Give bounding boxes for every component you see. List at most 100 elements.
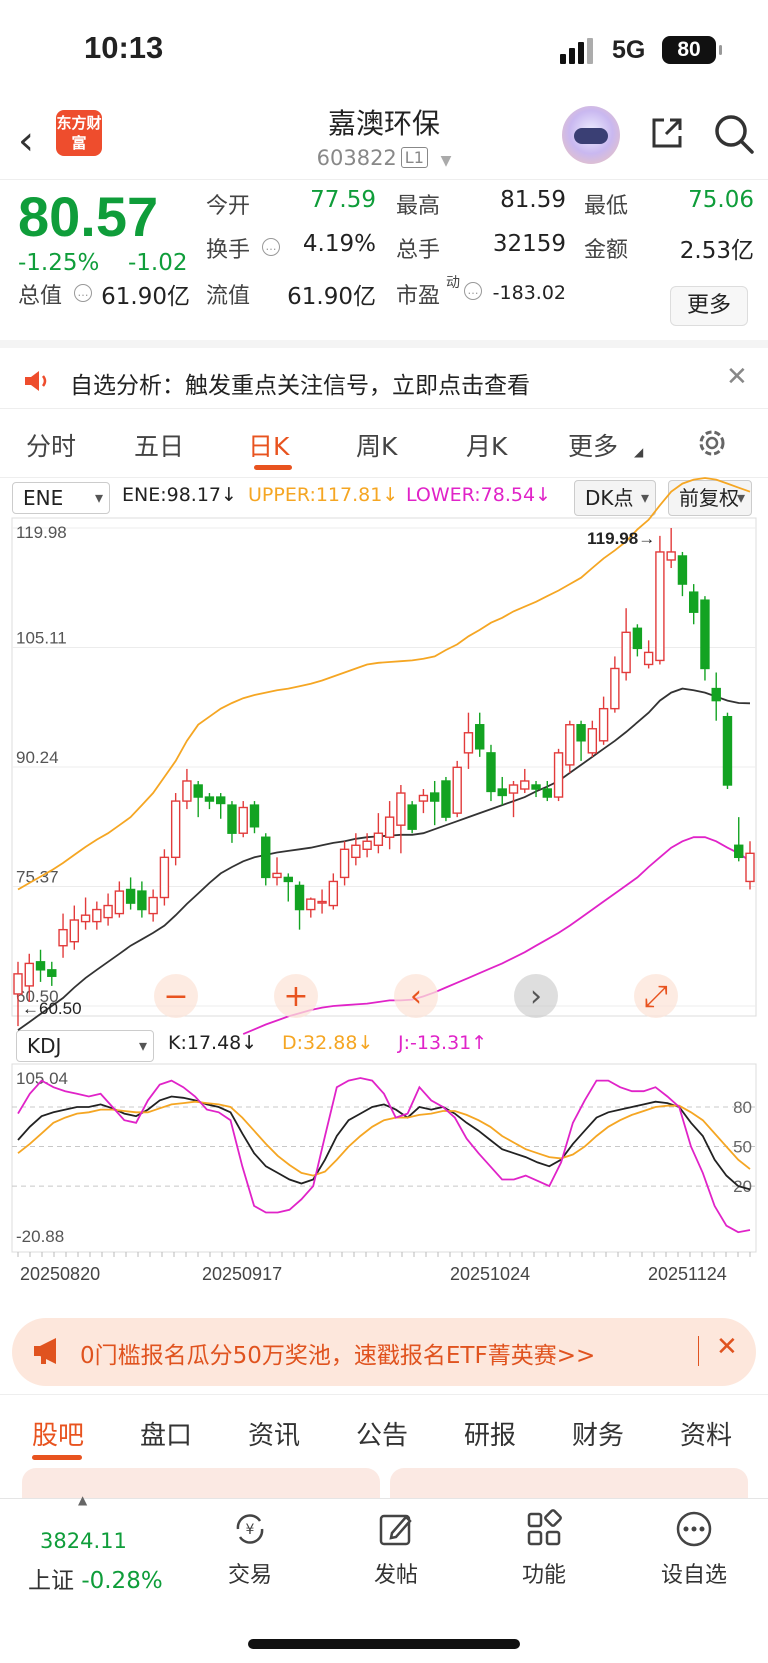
gear-icon[interactable] bbox=[694, 425, 730, 461]
nav-functions[interactable]: 功能 bbox=[484, 1509, 604, 1589]
candle bbox=[92, 901, 102, 930]
stock-header: ‹ 东方财富 嘉澳环保 603822 L1 ▼ bbox=[0, 100, 768, 180]
sub-indicator-select[interactable]: KDJ bbox=[16, 1030, 154, 1062]
candle-body bbox=[193, 784, 203, 798]
search-icon[interactable] bbox=[712, 112, 756, 156]
change-percent: -1.25% bbox=[18, 250, 100, 276]
nav-trade[interactable]: ¥ 交易 bbox=[190, 1509, 310, 1589]
candle-body bbox=[655, 551, 665, 662]
tab-research[interactable]: 研报 bbox=[464, 1421, 517, 1451]
candle bbox=[328, 873, 339, 910]
index-ticker[interactable]: 上证 -0.28% bbox=[28, 1561, 163, 1595]
candle-body bbox=[148, 896, 158, 915]
zoom-out-button[interactable]: − bbox=[154, 974, 198, 1018]
tab-more[interactable]: 更多 bbox=[568, 432, 619, 461]
active-subtab-indicator bbox=[32, 1455, 82, 1460]
candle bbox=[306, 897, 316, 918]
candle bbox=[148, 889, 158, 922]
tab-daily-k[interactable]: 日K bbox=[248, 432, 290, 461]
series-line-upper bbox=[17, 477, 751, 891]
stock-charts[interactable]: 119.98105.1190.2475.3760.50119.98→←60.50… bbox=[0, 0, 768, 1310]
svg-text:¥: ¥ bbox=[246, 1522, 255, 1538]
y-tick-label: 105.11 bbox=[16, 629, 67, 648]
quote-label: 最高 bbox=[396, 194, 441, 219]
candle-body bbox=[373, 832, 384, 846]
candle bbox=[553, 748, 564, 802]
info-icon[interactable]: … bbox=[262, 238, 280, 256]
stock-code-row[interactable]: 603822 L1 ▼ bbox=[0, 146, 768, 170]
tab-profile[interactable]: 资料 bbox=[680, 1421, 733, 1451]
candle bbox=[598, 696, 609, 745]
close-icon[interactable]: ✕ bbox=[716, 1332, 738, 1362]
main-indicator-select[interactable]: ENE bbox=[12, 482, 110, 514]
candle-body bbox=[520, 780, 530, 790]
battery-icon: 80 bbox=[662, 36, 722, 64]
prev-button[interactable]: ‹ bbox=[394, 974, 438, 1018]
info-icon[interactable]: … bbox=[464, 282, 482, 300]
candle-body bbox=[508, 784, 519, 794]
index-change: -0.28% bbox=[81, 1568, 163, 1594]
candle bbox=[216, 793, 226, 819]
candle bbox=[339, 841, 350, 886]
candle-body bbox=[92, 908, 102, 923]
candle-body bbox=[351, 844, 361, 859]
back-icon[interactable]: ‹ bbox=[18, 118, 34, 164]
prev-icon-bg bbox=[394, 974, 438, 1018]
share-icon[interactable] bbox=[648, 114, 686, 152]
tab-pankou[interactable]: 盘口 bbox=[140, 1421, 193, 1451]
candle-body bbox=[711, 687, 721, 702]
tab-finance[interactable]: 财务 bbox=[572, 1421, 625, 1451]
candle-body bbox=[362, 840, 372, 850]
candle bbox=[249, 801, 260, 834]
tab-minute[interactable]: 分时 bbox=[26, 432, 77, 461]
quote-label: 今开 bbox=[206, 194, 251, 219]
kdj-left-tick-label: -20.88 bbox=[16, 1227, 64, 1246]
tab-announcements[interactable]: 公告 bbox=[356, 1421, 409, 1451]
candle-body bbox=[598, 707, 609, 742]
candle bbox=[621, 608, 631, 681]
candle bbox=[35, 949, 46, 982]
candle bbox=[227, 801, 237, 843]
quote-float-value: 61.90亿 bbox=[287, 284, 376, 310]
tab-guba[interactable]: 股吧 bbox=[32, 1421, 85, 1451]
notice-bar[interactable]: 自选分析：触发重点关注信号，立即点击查看 ✕ bbox=[0, 340, 768, 408]
nav-post[interactable]: 发帖 bbox=[336, 1509, 456, 1589]
app-logo: 东方财富 bbox=[56, 110, 102, 156]
last-price: 80.57 bbox=[18, 185, 159, 248]
candle-body bbox=[294, 884, 305, 911]
tab-monthly-k[interactable]: 月K bbox=[466, 432, 508, 461]
fullscreen-button[interactable]: ⤢ bbox=[634, 974, 678, 1018]
tab-five-day[interactable]: 五日 bbox=[134, 432, 185, 461]
nav-watchlist[interactable]: 设自选 bbox=[634, 1509, 754, 1589]
change-amount: -1.02 bbox=[128, 250, 188, 276]
more-button[interactable]: 更多 bbox=[670, 286, 748, 326]
close-icon[interactable]: ✕ bbox=[726, 362, 748, 392]
candle bbox=[632, 624, 643, 657]
candle bbox=[182, 768, 192, 810]
candle-body bbox=[306, 898, 316, 911]
candle bbox=[137, 881, 147, 918]
candle bbox=[677, 551, 688, 597]
candle-body bbox=[272, 872, 282, 879]
candle bbox=[745, 841, 755, 890]
dk-point-toggle[interactable]: DK点 bbox=[574, 480, 656, 516]
next-button[interactable]: › bbox=[514, 974, 558, 1018]
tab-weekly-k[interactable]: 周K bbox=[356, 432, 398, 461]
ai-assistant-icon[interactable] bbox=[562, 106, 620, 164]
candle-body bbox=[452, 766, 462, 814]
zoom-in-button[interactable]: + bbox=[274, 974, 318, 1018]
home-indicator bbox=[248, 1639, 520, 1649]
tab-news[interactable]: 资讯 bbox=[248, 1421, 301, 1451]
lower-value: LOWER:78.54↓ bbox=[406, 484, 551, 506]
grid-icon bbox=[527, 1509, 562, 1546]
info-icon[interactable]: … bbox=[74, 284, 92, 302]
nav-post-label: 发帖 bbox=[373, 1563, 418, 1588]
adjust-select[interactable]: 前复权 bbox=[668, 480, 752, 516]
edit-icon bbox=[379, 1514, 412, 1546]
promo-banner[interactable]: 0门槛报名瓜分50万奖池，速戳报名ETF菁英赛>> ✕ bbox=[12, 1318, 756, 1386]
status-time: 10:13 bbox=[84, 30, 164, 65]
quote-label: 金额 bbox=[584, 238, 629, 263]
quote-low: 75.06 bbox=[688, 187, 754, 213]
sub-indicator-bar: KDJ K:17.48↓ D:32.88↓ J:-13.31↑ bbox=[0, 1028, 768, 1064]
quote-turnover: 4.19% bbox=[302, 231, 376, 257]
